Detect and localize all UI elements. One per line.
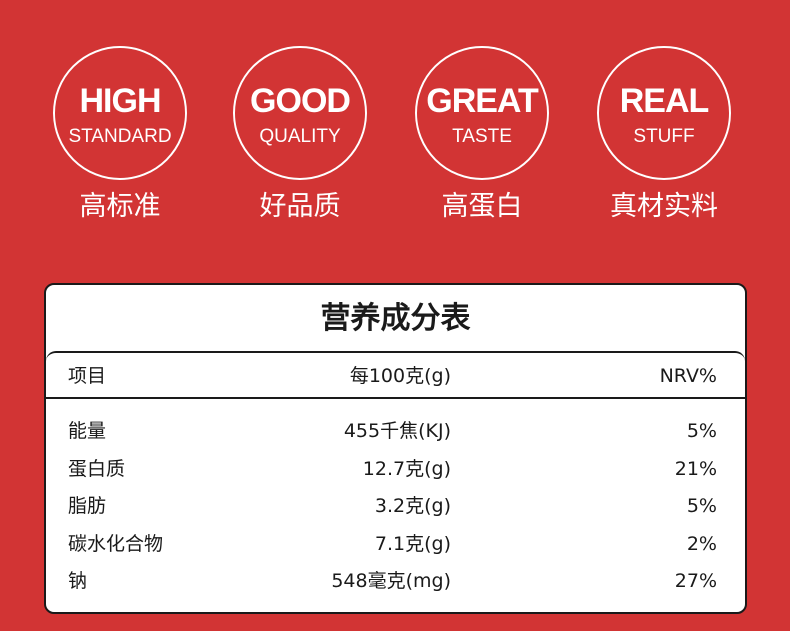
nutrition-facts-panel: 营养成分表 项目 每100克(g) NRV% 能量 455千焦(KJ) 5% 蛋…: [44, 283, 747, 614]
badge-circle: [53, 46, 187, 180]
header-per-100g: 每100克(g): [349, 365, 451, 387]
nutrition-table-title: 营养成分表: [320, 301, 471, 336]
badge-main-text: HIGH: [79, 82, 162, 120]
badge-circle: [415, 46, 549, 180]
table-body: 能量 455千焦(KJ) 5% 蛋白质 12.7克(g) 21% 脂肪 3.2克…: [46, 413, 745, 601]
row-per-100g: 12.7克(g): [362, 457, 451, 480]
badge-sub-text: STUFF: [633, 126, 695, 147]
badge-chinese-label: 真材实料: [610, 191, 718, 222]
header-item: 项目: [68, 365, 107, 387]
row-per-100g: 455千焦(KJ): [343, 420, 451, 442]
badge-good-quality: GOOD QUALITY 好品质: [233, 46, 371, 222]
row-item: 碳水化合物: [68, 532, 164, 555]
row-item: 蛋白质: [68, 457, 126, 480]
badge-great-taste: GREAT TASTE 高蛋白: [415, 46, 553, 222]
row-nrv: 5%: [686, 420, 717, 442]
row-nrv: 2%: [686, 532, 717, 555]
table-row: 脂肪 3.2克(g) 5%: [46, 488, 745, 526]
badge-main-text: GREAT: [426, 82, 538, 120]
row-item: 钠: [68, 570, 88, 592]
row-nrv: 21%: [674, 457, 717, 480]
badge-circle: [597, 46, 731, 180]
row-per-100g: 548毫克(mg): [331, 570, 451, 592]
row-nrv: 5%: [686, 495, 717, 517]
badge-sub-text: STANDARD: [68, 126, 172, 147]
badge-chinese-label: 好品质: [259, 191, 341, 222]
badge-main-text: GOOD: [250, 82, 351, 120]
badge-sub-text: QUALITY: [259, 126, 341, 147]
feature-badges: HIGH STANDARD 高标准 GOOD QUALITY 好品质 GREAT…: [0, 0, 790, 250]
row-per-100g: 3.2克(g): [374, 495, 451, 517]
badge-real-stuff: REAL STUFF 真材实料: [597, 46, 735, 222]
row-per-100g: 7.1克(g): [374, 532, 451, 555]
table-header-row: 项目 每100克(g) NRV%: [46, 353, 745, 399]
badge-high-standard: HIGH STANDARD 高标准: [53, 46, 191, 222]
badge-chinese-label: 高标准: [79, 191, 161, 222]
header-nrv: NRV%: [659, 365, 717, 387]
badge-sub-text: TASTE: [452, 126, 512, 147]
row-item: 能量: [68, 420, 107, 442]
row-nrv: 27%: [674, 570, 717, 592]
table-row: 能量 455千焦(KJ) 5%: [46, 413, 745, 451]
nutrition-table: 项目 每100克(g) NRV% 能量 455千焦(KJ) 5% 蛋白质 12.…: [46, 351, 745, 612]
row-item: 脂肪: [68, 495, 107, 517]
table-row: 钠 548毫克(mg) 27%: [46, 563, 745, 601]
table-row: 碳水化合物 7.1克(g) 2%: [46, 526, 745, 564]
badge-main-text: REAL: [619, 82, 710, 120]
badge-chinese-label: 高蛋白: [441, 191, 523, 222]
badge-circle: [233, 46, 367, 180]
table-row: 蛋白质 12.7克(g) 21%: [46, 451, 745, 489]
